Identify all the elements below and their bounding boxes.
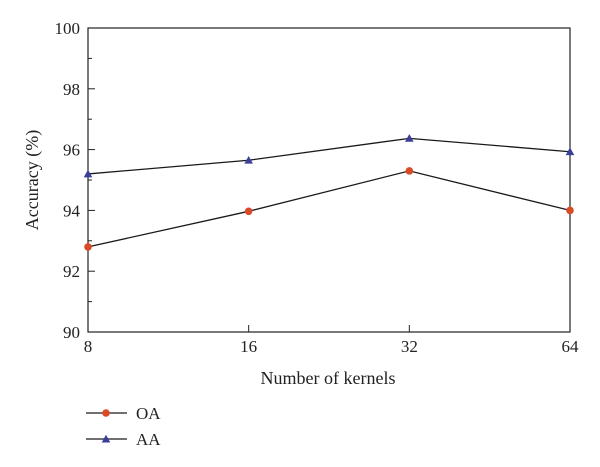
series-line-aa <box>87 137 571 175</box>
y-tick-label: 90 <box>63 323 80 342</box>
legend-label-aa: AA <box>136 430 161 449</box>
y-tick-label: 98 <box>63 80 80 99</box>
data-point-oa <box>244 207 253 216</box>
plot-axes <box>87 27 571 333</box>
data-point-oa <box>84 243 92 251</box>
data-point-oa <box>566 206 574 215</box>
y-tick-label: 96 <box>63 141 80 160</box>
data-point-oa <box>405 167 414 175</box>
plot-frame <box>87 27 571 333</box>
x-tick-label: 8 <box>84 337 93 356</box>
data-series <box>83 134 575 251</box>
y-tick-label: 94 <box>63 201 81 220</box>
y-tick-label: 92 <box>63 262 80 281</box>
legend-marker-oa <box>102 409 110 417</box>
series-line-oa <box>87 170 571 248</box>
x-axis-ticks: 8 16 32 64 <box>84 325 579 356</box>
legend-marker-aa <box>101 434 111 443</box>
x-tick-label: 64 <box>562 337 580 356</box>
y-axis-label: Accuracy (%) <box>22 130 43 230</box>
data-point-aa <box>244 155 253 164</box>
data-point-aa <box>83 169 93 178</box>
x-tick-label: 16 <box>240 337 257 356</box>
legend-label-oa: OA <box>136 404 161 423</box>
x-axis-label: Number of kernels <box>261 368 396 388</box>
x-tick-label: 32 <box>401 337 418 356</box>
legend: OA AA <box>86 404 161 449</box>
y-tick-label: 100 <box>55 19 81 38</box>
data-point-aa <box>565 147 575 156</box>
y-axis-ticks: 90 92 94 96 98 100 <box>55 19 95 342</box>
data-point-aa <box>405 134 414 142</box>
